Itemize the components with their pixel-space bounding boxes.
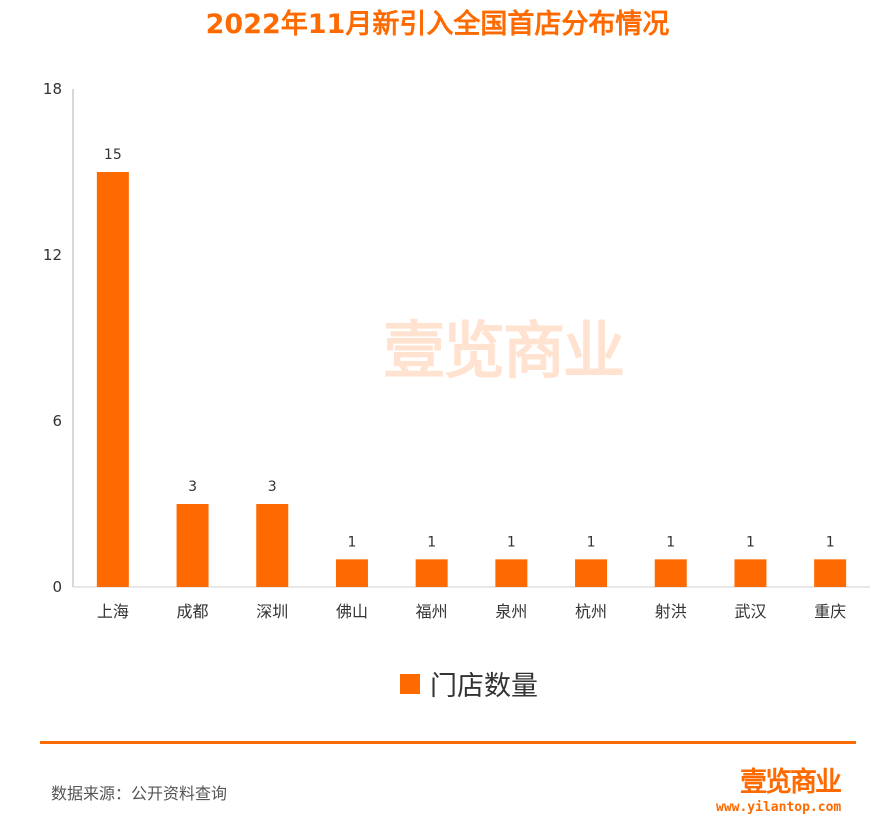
data-label: 3 [268, 479, 277, 495]
x-tick-label: 成都 [177, 602, 209, 621]
data-label: 1 [427, 534, 436, 550]
data-label: 1 [746, 534, 755, 550]
data-label: 3 [188, 479, 197, 495]
y-tick-label: 0 [52, 578, 62, 596]
bar [256, 504, 289, 587]
legend: 门店数量 [400, 664, 538, 703]
x-tick-label: 重庆 [814, 602, 846, 621]
legend-label: 门店数量 [430, 671, 538, 702]
bar [654, 559, 687, 587]
bar [176, 504, 209, 587]
y-tick-label: 18 [43, 80, 62, 98]
bar [495, 559, 528, 587]
bar [734, 559, 767, 587]
y-tick-label: 6 [52, 412, 62, 430]
x-tick-label: 射洪 [655, 602, 687, 621]
data-label: 1 [666, 534, 675, 550]
source-text: 数据来源：公开资料查询 [51, 784, 228, 803]
x-tick-label: 泉州 [495, 602, 527, 621]
data-label: 1 [826, 534, 835, 550]
x-tick-label: 佛山 [336, 602, 368, 621]
bar [335, 559, 368, 587]
brand-logo: 壹览商业 [740, 767, 842, 798]
bar [814, 559, 847, 587]
x-tick-label: 武汉 [734, 602, 766, 621]
brand-url: www.yilantop.com [716, 800, 842, 815]
legend-swatch [400, 673, 420, 694]
bar [96, 172, 129, 587]
footer-divider [40, 741, 856, 744]
watermark-logo: 壹览商业 [383, 314, 625, 387]
data-label: 1 [347, 534, 356, 550]
bar [575, 559, 608, 587]
data-label: 15 [104, 147, 122, 163]
bar [415, 559, 448, 587]
data-label: 1 [507, 534, 516, 550]
x-tick-label: 深圳 [256, 602, 288, 621]
data-label: 1 [587, 534, 596, 550]
y-tick-label: 12 [43, 246, 62, 264]
chart-title: 2022年11月新引入全国首店分布情况 [205, 9, 670, 40]
x-tick-label: 福州 [416, 602, 448, 621]
x-tick-label: 杭州 [575, 602, 607, 621]
x-tick-label: 上海 [97, 602, 129, 621]
